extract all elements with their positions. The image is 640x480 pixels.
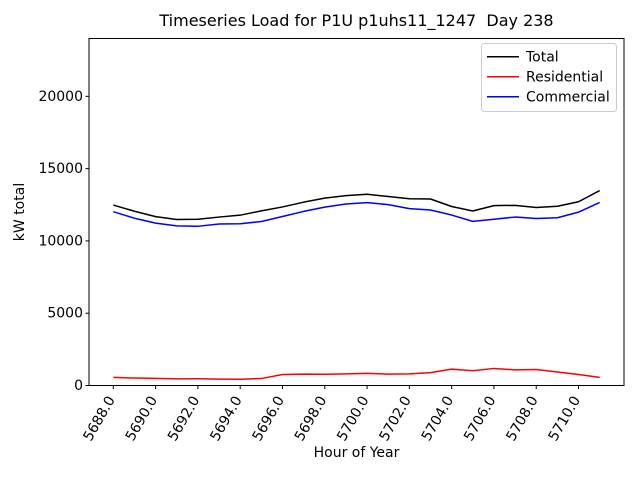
x-tick-label: 5692.0 xyxy=(165,394,203,444)
x-tick-label: 5694.0 xyxy=(207,394,245,444)
x-tick-label: 5690.0 xyxy=(123,394,161,444)
x-tick-label: 5704.0 xyxy=(419,394,457,444)
x-tick-label: 5688.0 xyxy=(80,394,118,444)
chart-title: Timeseries Load for P1U p1uhs11_1247 Day… xyxy=(158,11,553,31)
x-tick-label: 5710.0 xyxy=(546,394,584,444)
x-tick-label: 5696.0 xyxy=(250,394,288,444)
x-axis-label: Hour of Year xyxy=(314,445,400,461)
y-tick-label: 15000 xyxy=(38,161,83,177)
legend: Total Residential Commercial xyxy=(481,43,617,112)
legend-entry-total: Total xyxy=(487,50,559,66)
legend-label-residential: Residential xyxy=(526,70,603,86)
x-tick-label: 5702.0 xyxy=(376,394,414,444)
legend-box xyxy=(481,43,617,112)
legend-entry-commercial: Commercial xyxy=(487,90,610,106)
y-tick-label: 20000 xyxy=(38,89,83,105)
x-tick-label: 5706.0 xyxy=(461,393,499,443)
legend-label-total: Total xyxy=(525,50,559,66)
y-axis-label: kW total xyxy=(12,183,28,241)
residential-line xyxy=(113,367,600,381)
legend-label-commercial: Commercial xyxy=(526,90,610,106)
legend-entry-residential: Residential xyxy=(487,70,603,86)
y-tick-label: 10000 xyxy=(38,233,83,249)
x-tick-label: 5698.0 xyxy=(292,394,330,444)
commercial-line xyxy=(113,201,600,228)
y-tick-label: 0 xyxy=(74,378,83,394)
x-tick-label: 5700.0 xyxy=(334,394,372,444)
y-tick-label: 5000 xyxy=(47,306,83,322)
axes-spines xyxy=(88,38,625,386)
x-tick-label: 5708.0 xyxy=(503,394,541,444)
total-line xyxy=(113,189,601,221)
